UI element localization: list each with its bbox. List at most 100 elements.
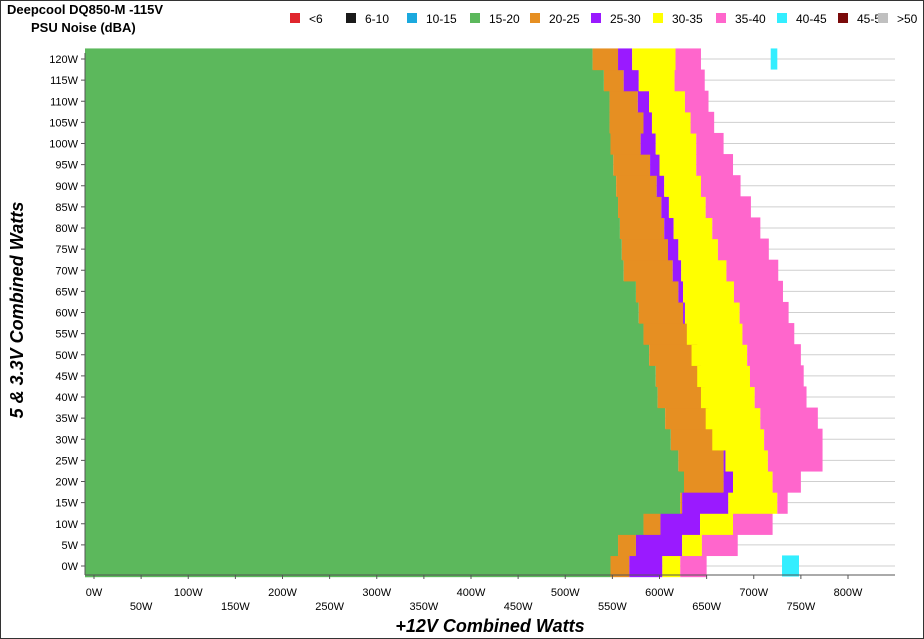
heatmap-cell [728, 492, 778, 514]
heatmap-cell [655, 365, 705, 388]
heatmap-cell [678, 280, 684, 303]
heatmap-cell [760, 407, 818, 430]
x-tick-label: 700W [739, 587, 768, 599]
chart-title: Deepcool DQ850-M -115V [7, 2, 164, 17]
heatmap-cell [643, 323, 698, 345]
y-tick-label: 120W [49, 54, 78, 66]
y-tick-label: 5W [62, 540, 79, 552]
heatmap-cell [629, 555, 663, 578]
axes: 0W 5W 10W 15W 20W 25W 30W 35W 40W 45W 50W 55W 60W 65W… [49, 53, 895, 613]
heatmap-cell [85, 90, 94, 113]
heatmap-cell [85, 259, 94, 282]
heatmap-cell [94, 154, 614, 176]
heatmap-cell [85, 492, 94, 514]
heatmap-cell [640, 132, 656, 155]
x-tick-label: 300W [362, 587, 391, 599]
y-tick-label: 90W [55, 181, 78, 193]
y-tick-label: 10W [55, 519, 78, 531]
heatmap-cell [94, 470, 685, 493]
heatmap-cell [691, 344, 748, 366]
heatmap-cell [85, 196, 94, 219]
legend-label: >50 [897, 12, 918, 26]
legend-swatch [407, 13, 417, 23]
heatmap-cell [712, 428, 765, 451]
heatmap-cell [705, 196, 751, 219]
heatmap-cell [603, 69, 624, 92]
heatmap-cell [683, 301, 685, 324]
heatmap-cell [650, 154, 660, 176]
y-tick-label: 50W [55, 350, 78, 362]
heatmap-cell [85, 555, 94, 578]
y-tick-label: 70W [55, 265, 78, 277]
legend-label: 10-15 [426, 12, 457, 26]
heatmap-cell [85, 386, 94, 409]
heatmap-cell [623, 69, 639, 92]
heatmap-cell [85, 301, 94, 324]
heatmap-cell [85, 48, 94, 71]
heatmap-cell [723, 470, 734, 493]
x-tick-label: 600W [645, 587, 674, 599]
heatmap-cell [94, 48, 593, 71]
heatmap-cell [764, 428, 823, 451]
heatmap-cell [638, 301, 684, 324]
heatmap-cell [675, 48, 701, 71]
heatmap-cell [94, 386, 658, 409]
heatmap-cell [609, 111, 644, 134]
heatmap-cell [94, 428, 671, 451]
heatmap-cell [772, 470, 801, 493]
heatmap-cell [747, 344, 801, 366]
x-tick-label: 800W [834, 587, 863, 599]
heatmap-cell [662, 555, 681, 578]
heatmap-cell [618, 534, 636, 557]
heatmap-cell-40-45 [782, 555, 799, 577]
x-tick-label: 400W [457, 587, 486, 599]
heatmap-cell [767, 449, 823, 472]
heatmap-cell [85, 534, 94, 557]
legend-label: 20-25 [549, 12, 580, 26]
heatmap-cell [697, 365, 750, 388]
heatmap-cell [85, 449, 94, 472]
heatmap-cell [680, 492, 683, 514]
heatmap-cell [85, 323, 94, 345]
heatmap-cell [705, 407, 761, 430]
heatmap-cell [681, 259, 727, 282]
y-tick-label: 25W [55, 455, 78, 467]
heatmap-cell [643, 111, 652, 134]
legend-label: 40-45 [796, 12, 827, 26]
heatmap-cell [749, 365, 804, 388]
heatmap-cell [684, 301, 740, 324]
legend-label: 35-40 [735, 12, 766, 26]
heatmap-cell [619, 217, 665, 240]
heatmap-cell [94, 344, 650, 366]
heatmap-cell [621, 238, 668, 261]
heatmap-cell [94, 407, 666, 430]
x-tick-label: 50W [130, 601, 153, 613]
y-tick-label: 60W [55, 308, 78, 320]
heatmap-cell [85, 132, 94, 155]
heatmap-cell [700, 386, 755, 409]
legend-swatch [470, 13, 480, 23]
heatmap-cell [85, 154, 94, 176]
heatmap-cell [638, 69, 675, 92]
heatmap-cell [657, 386, 709, 409]
heatmap-cell [664, 175, 701, 197]
heatmap-cell [673, 217, 713, 240]
heatmap-cell [725, 449, 768, 472]
x-tick-label: 100W [174, 587, 203, 599]
y-tick-label: 45W [55, 371, 78, 383]
legend: <6 6-10 10-15 15-20 20-25 25-30 30-35 35-40 40-4… [290, 12, 918, 26]
heatmap-cell [733, 280, 783, 303]
heatmap-cell-40-45 [770, 48, 778, 70]
legend-swatch [653, 13, 663, 23]
heatmap-cell [85, 175, 94, 197]
heatmap-cell [682, 492, 729, 514]
heatmap-cell [661, 196, 669, 219]
heatmap-cell [94, 280, 636, 303]
legend-swatch [878, 13, 888, 23]
y-tick-label: 105W [49, 117, 78, 129]
heatmap-cell [609, 90, 638, 113]
y-tick-label: 100W [49, 139, 78, 151]
x-tick-label: 250W [315, 601, 344, 613]
legend-swatch [290, 13, 300, 23]
